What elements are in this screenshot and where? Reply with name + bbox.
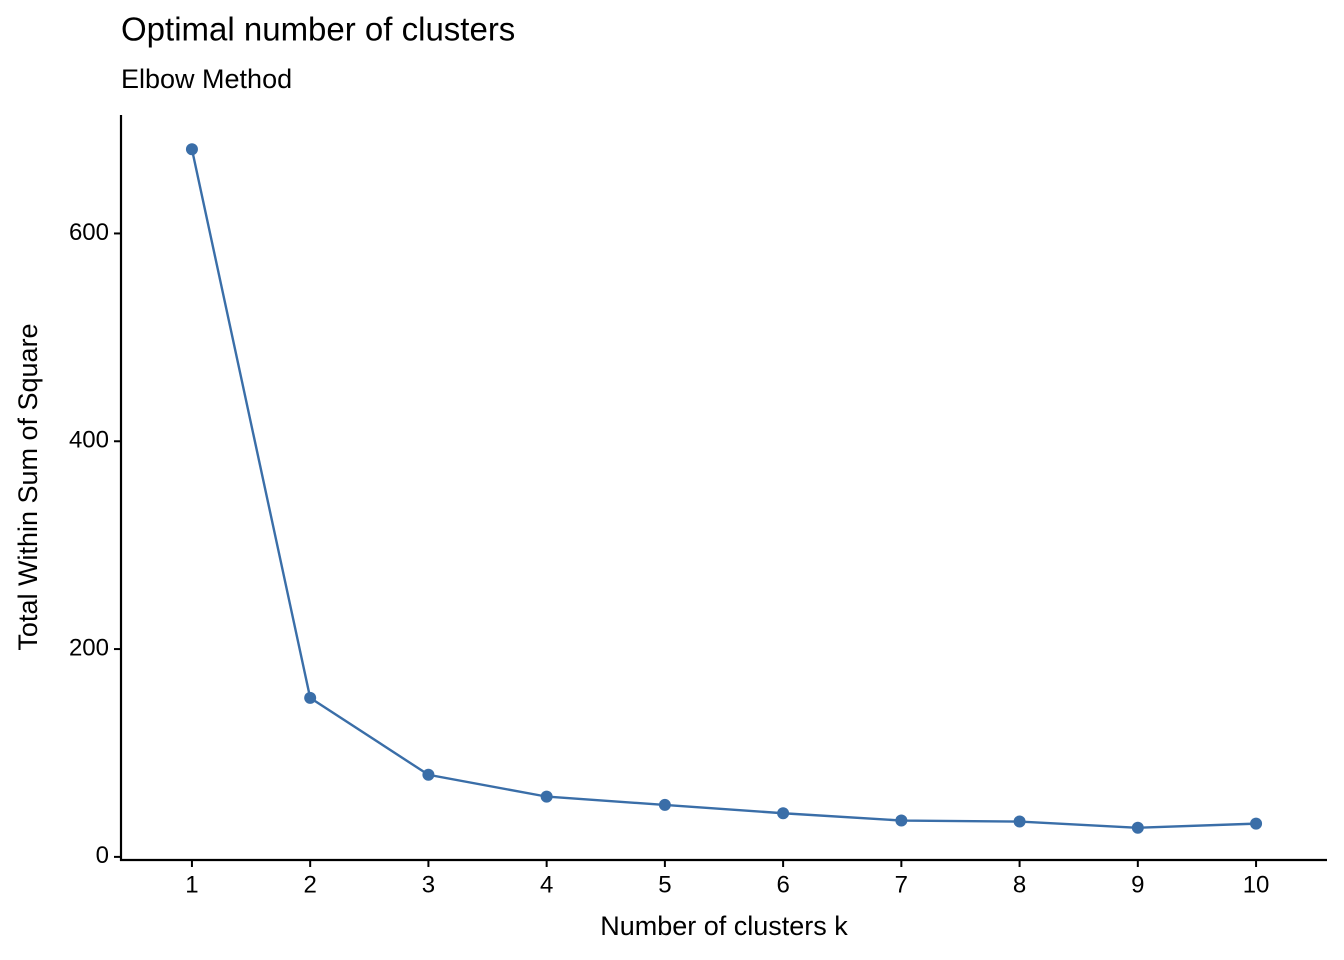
x-tick-label: 6 [776,871,789,898]
x-tick-label: 3 [422,871,435,898]
data-point [1131,821,1144,834]
data-point [1013,815,1026,828]
x-tick-label: 4 [540,871,553,898]
x-tick-label: 1 [185,871,198,898]
data-point [658,798,671,811]
x-tick-label: 9 [1131,871,1144,898]
data-point [1250,817,1263,830]
y-tick-label: 400 [69,427,109,454]
y-tick-label: 0 [96,842,109,869]
x-tick-label: 7 [895,871,908,898]
chart-subtitle: Elbow Method [121,64,292,94]
y-tick-label: 200 [69,634,109,661]
y-tick-label: 600 [69,219,109,246]
x-tick-label: 5 [658,871,671,898]
x-tick-label: 2 [303,871,316,898]
data-point [777,807,790,820]
data-point [895,814,908,827]
series-line [190,149,1257,829]
chart-title: Optimal number of clusters [121,11,515,48]
x-axis-title: Number of clusters k [600,911,848,941]
data-point [540,790,553,803]
x-tick-label: 10 [1243,871,1270,898]
data-point [304,691,317,704]
y-axis-title: Total Within Sum of Square [13,323,43,650]
data-point [422,768,435,781]
data-point [185,143,198,156]
x-tick-label: 8 [1013,871,1026,898]
